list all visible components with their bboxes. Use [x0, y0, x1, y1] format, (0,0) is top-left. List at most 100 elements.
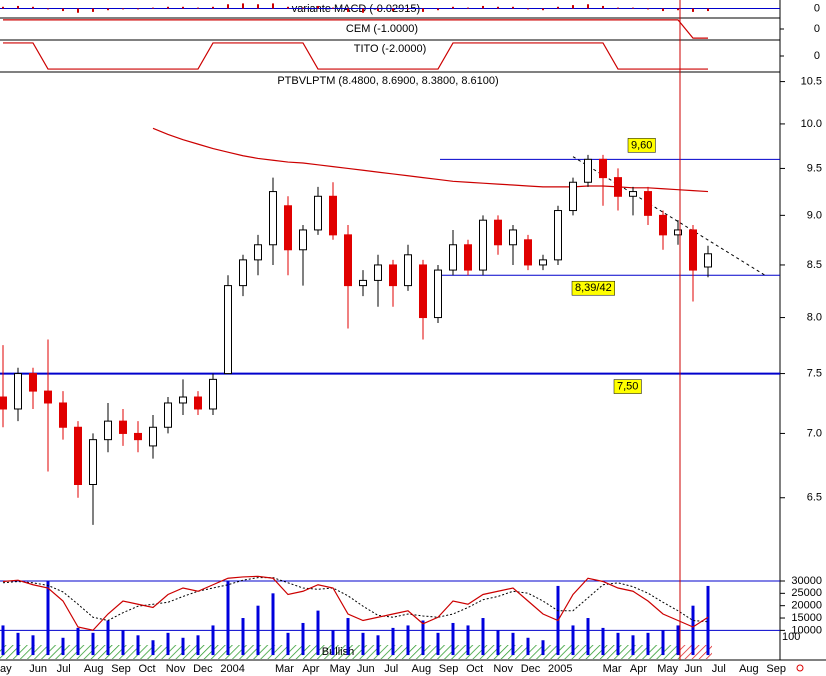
y-tick-label: 6.5 [807, 492, 822, 504]
x-tick-label: May [657, 663, 678, 675]
macd-bar [167, 6, 169, 9]
volume-bar [571, 625, 575, 656]
candle-body [479, 219, 487, 271]
volume-bar [541, 640, 545, 656]
x-tick-label: Jun [29, 663, 47, 675]
x-tick-label: Sep [111, 663, 131, 675]
signal-band [0, 645, 680, 659]
x-tick-label: Aug [412, 663, 432, 675]
volume-bar [1, 625, 5, 656]
volume-bar [256, 605, 260, 656]
macd-bar [557, 6, 559, 9]
y-tick-label: 25000 [791, 587, 822, 599]
candle-body [254, 244, 262, 261]
volume-bar [661, 630, 665, 656]
volume-bar [31, 635, 35, 656]
x-tick-label: Sep [439, 663, 459, 675]
x-tick-label: Aug [84, 663, 104, 675]
candle-body [554, 210, 562, 261]
candle-body [344, 234, 352, 287]
macd-bar [77, 8, 79, 13]
candle-body [494, 219, 502, 246]
x-tick-label: Jun [685, 663, 703, 675]
volume-bar [691, 605, 695, 656]
candle-body [614, 177, 622, 197]
candle-body [509, 229, 517, 246]
volume-bar [616, 632, 620, 656]
macd-bar [632, 7, 634, 9]
volume-bar [136, 635, 140, 656]
volume-bar [466, 625, 470, 656]
candle-body [329, 195, 337, 236]
y-tick-label: 30000 [791, 575, 822, 587]
indicator-line [3, 19, 708, 39]
stochastic-k [2, 575, 709, 631]
x-tick-label: Nov [493, 663, 513, 675]
macd-bar [407, 8, 409, 10]
x-tick-label: Jul [384, 663, 398, 675]
volume-bar [196, 635, 200, 656]
x-tick-label: Sep [766, 663, 786, 675]
y-tick-label: 10000 [791, 624, 822, 636]
level-label-box [627, 138, 656, 153]
candle-body [179, 396, 187, 404]
macd-bar [197, 7, 199, 9]
macd-bar [422, 8, 424, 12]
level-label: 7,50 [617, 380, 638, 392]
volume-bar [151, 640, 155, 656]
volume-bar [706, 585, 710, 656]
volume-bar [121, 630, 125, 656]
volume-bar [316, 610, 320, 656]
candle-body [44, 390, 52, 404]
macd-bar [362, 8, 364, 13]
candle-body [164, 402, 172, 428]
macd-bar [482, 5, 484, 9]
y-tick-label: 0 [814, 2, 820, 14]
macd-bar [317, 5, 319, 9]
candle-body [269, 191, 277, 246]
macd-bar [662, 8, 664, 12]
macd-bar [257, 4, 259, 9]
volume-bar [451, 622, 455, 656]
macd-bar [707, 8, 709, 12]
candle-body [299, 229, 307, 251]
macd-bar [17, 5, 19, 9]
candle-body [449, 244, 457, 271]
level-label: 8,39/42 [575, 282, 612, 294]
candle-body [419, 264, 427, 319]
macd-bar [92, 8, 94, 12]
volume-bar [166, 632, 170, 656]
macd-bar [227, 4, 229, 9]
candle-body [74, 426, 82, 485]
macd-bar [347, 8, 349, 12]
volume-bar [16, 632, 20, 656]
macd-bar [182, 6, 184, 9]
candle-body [149, 426, 157, 447]
macd-bar [572, 5, 574, 9]
candle-body [89, 439, 97, 485]
macd-bar [437, 8, 439, 11]
x-tick-label: Oct [139, 663, 156, 675]
volume-bar [586, 618, 590, 656]
volume-bar [496, 630, 500, 656]
y-tick-label: 0 [814, 23, 820, 35]
x-tick-label: Dec [521, 663, 541, 675]
candle-body [689, 229, 697, 271]
macd-bar [62, 8, 64, 12]
macd-bar [587, 4, 589, 9]
macd-bar [137, 8, 139, 10]
y-tick-label: 9.5 [807, 162, 822, 174]
macd-bar [527, 8, 529, 10]
icon [796, 664, 804, 672]
volume-bar [61, 637, 65, 656]
candle-body [194, 396, 202, 410]
candle-body [359, 279, 367, 287]
candle-body [599, 158, 607, 179]
candle-body [284, 205, 292, 251]
y-tick-label: 15000 [791, 612, 822, 624]
candle-body [539, 259, 547, 266]
candle-body [524, 239, 532, 266]
level-label-box [613, 379, 642, 394]
candle-body [224, 285, 232, 375]
